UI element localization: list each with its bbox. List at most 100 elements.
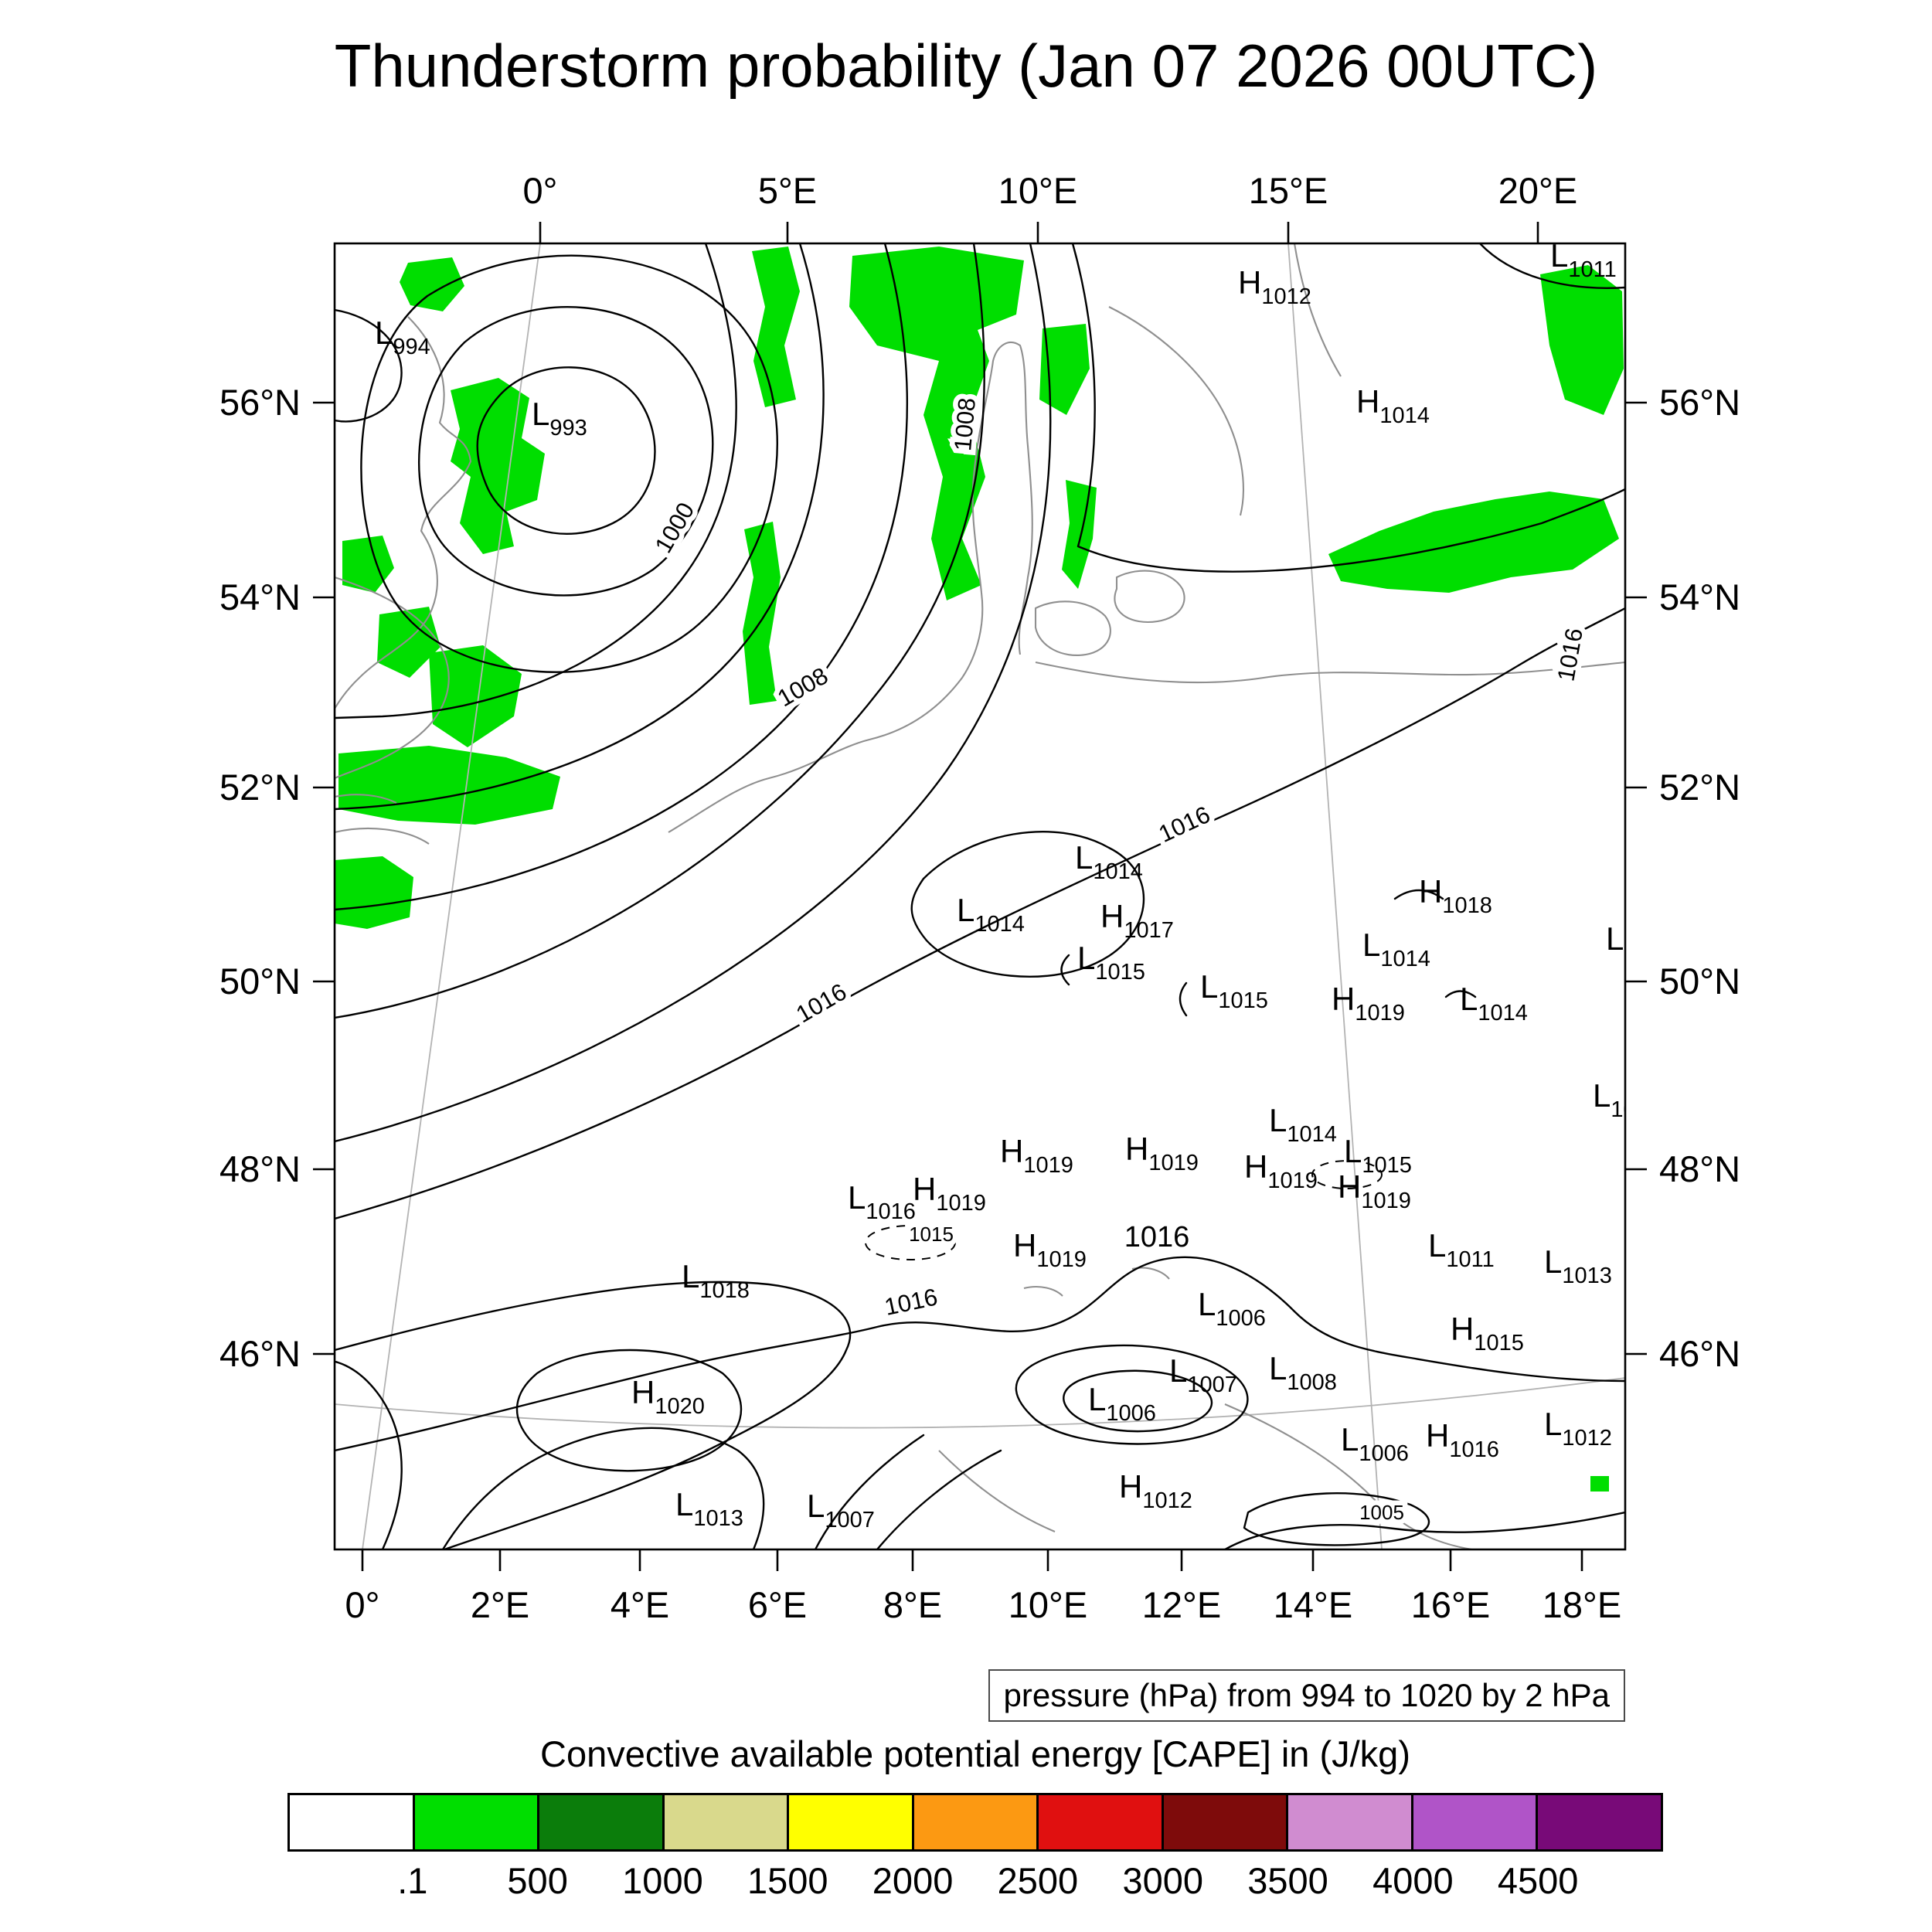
pressure-contour-dashed <box>1311 1160 1383 1189</box>
coastline <box>1293 243 1342 377</box>
pressure-contour <box>1243 1492 1430 1546</box>
axis-tick-label: 18°E <box>1543 1584 1621 1625</box>
pressure-system-label: H1012 <box>1238 264 1311 309</box>
pressure-contour <box>1478 243 1625 289</box>
pressure-contour <box>476 366 656 535</box>
pressure-system-label: H1016 <box>1426 1417 1499 1462</box>
cape-region <box>1590 1476 1609 1492</box>
pressure-contour <box>1015 1344 1249 1445</box>
pressure-system-label: H1019 <box>1013 1227 1087 1272</box>
colorbar-tick-label: 3000 <box>1122 1860 1203 1901</box>
colorbar-tick-label: 2000 <box>872 1860 954 1901</box>
pressure-system-label: H1012 <box>1119 1468 1192 1513</box>
colorbar-tick-label: 3500 <box>1247 1860 1328 1901</box>
pressure-system-label: H1017 <box>1100 898 1174 943</box>
colorbar-segment <box>414 1795 540 1849</box>
axis-tick-label: 8°E <box>883 1584 942 1625</box>
pressure-contour <box>418 306 714 597</box>
contour-label: 1016 <box>882 1283 940 1321</box>
axis-tick-label: 46°N <box>219 1333 301 1374</box>
axis-tick-label: 20°E <box>1498 170 1577 211</box>
pressure-system-label: L993 <box>532 396 587 440</box>
pressure-contour <box>910 830 1145 978</box>
colorbar-tick-label: 500 <box>507 1860 568 1901</box>
pressure-range-caption: pressure (hPa) from 994 to 1020 by 2 hPa <box>988 1669 1625 1722</box>
axis-tick-label: 14°E <box>1274 1584 1352 1625</box>
axis-tick-label: 15°E <box>1249 170 1328 211</box>
colorbar-segment <box>664 1795 790 1849</box>
pressure-system-label: L1008 <box>1269 1350 1337 1395</box>
axis-tick-label: 52°N <box>219 767 301 808</box>
pressure-system-label: L1006 <box>1198 1286 1266 1331</box>
colorbar-title: Convective available potential energy [C… <box>540 1733 1410 1774</box>
coastline <box>668 342 1033 833</box>
axis-tick-label: 6°E <box>748 1584 807 1625</box>
contour-layer <box>335 243 1625 1549</box>
axis-tick-label: 0° <box>523 170 558 211</box>
axis-tick-label: 5°E <box>758 170 817 211</box>
colorbar-segment <box>913 1795 1039 1849</box>
contour-label: 1000 <box>650 498 700 557</box>
colorbar-segment <box>290 1795 415 1849</box>
pressure-system-label: L1014 <box>957 892 1025 937</box>
pressure-system-label: L1014 <box>1269 1102 1337 1147</box>
pressure-contour <box>1223 1511 1625 1549</box>
pressure-system-label: H1019 <box>1338 1168 1411 1213</box>
pressure-contour <box>1071 243 1625 573</box>
axis-tick-label: 46°N <box>1659 1333 1740 1374</box>
axis-tick-label: 2°E <box>471 1584 529 1625</box>
pressure-contour <box>335 243 909 911</box>
pressure-contour <box>335 1256 1625 1452</box>
axis-tick-label: 0° <box>345 1584 380 1625</box>
pressure-contour <box>335 308 403 423</box>
pressure-contour <box>335 243 985 1019</box>
axis-tick-label: 54°N <box>219 577 301 617</box>
colorbar-tick-label: 2500 <box>997 1860 1079 1901</box>
cape-region <box>429 645 522 747</box>
cape-region <box>849 247 1024 600</box>
cape-region <box>1540 265 1624 415</box>
axis-tick-label: 48°N <box>219 1148 301 1189</box>
coastline <box>1114 570 1185 624</box>
pressure-system-label: H1018 <box>1419 873 1492 918</box>
colorbar-segment <box>1413 1795 1539 1849</box>
meridian-line <box>362 243 541 1549</box>
axis-tick-label: 16°E <box>1411 1584 1490 1625</box>
axis-tick-label: 10°E <box>998 170 1077 211</box>
pressure-system-label: H1019 <box>913 1171 986 1216</box>
colorbar-tick-label: 4000 <box>1372 1860 1454 1901</box>
pressure-system-label: L1013 <box>1544 1243 1612 1288</box>
parallel-line <box>335 1377 1625 1429</box>
contour-label: 1015 <box>909 1223 954 1246</box>
colorbar-tick-label: .1 <box>397 1860 428 1901</box>
pressure-system-label: H1019 <box>1125 1131 1199 1175</box>
pressure-contour <box>360 254 778 673</box>
pressure-contour <box>335 243 737 719</box>
axis-tick-label: 10°E <box>1009 1584 1087 1625</box>
contour-label: 1016 <box>1155 801 1214 848</box>
colorbar-tick-label: 4500 <box>1497 1860 1579 1901</box>
page-title: Thunderstorm probability (Jan 07 2026 00… <box>334 32 1598 100</box>
colorbar-tick-label: 1500 <box>747 1860 828 1901</box>
pressure-contour <box>1063 1369 1213 1433</box>
pressure-contour <box>441 1427 765 1549</box>
pressure-system-label: H1020 <box>631 1374 705 1419</box>
pressure-system-label: H1015 <box>1451 1311 1524 1355</box>
colorbar-segment <box>1538 1795 1662 1849</box>
pressure-system-label: H1014 <box>1356 383 1430 428</box>
axis-tick-label: 4°E <box>611 1584 669 1625</box>
axis-tick-label: 52°N <box>1659 767 1740 808</box>
axis-tick-label: 50°N <box>1659 961 1740 1002</box>
colorbar-tick-labels: .1 500 1000 1500 2000 2500 3000 3500 4000 4500 <box>287 1859 1663 1906</box>
coastline <box>1131 1267 1170 1280</box>
pressure-contour <box>335 1281 852 1549</box>
pressure-system-label: L1018 <box>682 1258 750 1303</box>
pressure-system-label: L1013 <box>675 1486 743 1531</box>
coastline <box>1023 1285 1063 1297</box>
pressure-system-label: L1011 <box>1428 1227 1495 1272</box>
pressure-contour <box>1179 981 1188 1017</box>
